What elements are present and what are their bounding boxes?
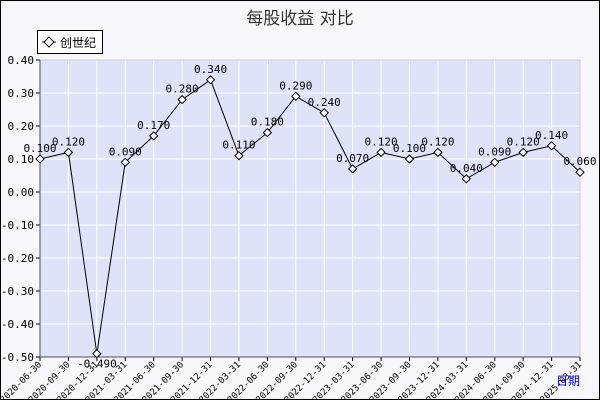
y-tick-label: 0.00 [8,186,35,199]
data-label: 0.120 [52,135,85,148]
data-label: 0.040 [450,162,483,175]
legend-marker-icon [42,36,56,48]
data-label: 0.090 [478,145,511,158]
data-label: 0.120 [364,135,397,148]
data-label: 0.110 [222,139,255,152]
data-point [347,164,358,174]
data-label: 0.340 [194,63,227,76]
data-label: 0.180 [251,116,284,129]
data-label: 0.140 [535,129,568,142]
data-label: 0.120 [421,135,454,148]
data-point [63,147,74,158]
data-point [461,174,472,184]
data-point [148,131,159,141]
data-point [92,348,102,359]
data-label: 0.060 [563,155,596,168]
plot-border [39,59,581,358]
data-point [490,157,500,168]
y-tick-label: -0.50 [1,351,34,364]
data-point [575,167,585,177]
data-point [546,141,557,151]
chart-legend: 创世纪 [37,30,104,54]
data-label: 0.240 [308,96,341,109]
data-label: 0.170 [137,119,170,132]
y-tick-label: -0.20 [1,252,34,265]
y-tick-label: 0.20 [8,120,35,133]
x-axis-title: 日期 [556,374,581,388]
plot-area [40,60,580,357]
data-label: 0.100 [393,142,426,155]
data-point [35,154,45,164]
data-label: 0.280 [166,83,199,96]
data-label: 0.070 [336,152,369,165]
data-point [404,154,415,164]
legend-series-label: 创世纪 [60,35,97,50]
data-point [262,127,273,138]
data-point [518,147,528,158]
data-point [433,147,443,158]
data-label: 0.100 [23,142,56,155]
data-point [319,108,329,118]
y-tick-label: -0.30 [1,285,34,298]
data-point [376,147,386,158]
y-tick-label: -0.40 [1,318,34,331]
y-tick-label: 0.40 [8,54,35,67]
data-point [177,94,187,105]
chart-title: 每股收益 对比 [246,9,354,29]
data-point [234,150,244,161]
y-tick-label: 0.30 [8,87,35,100]
data-label: 0.090 [109,145,142,158]
data-point [120,157,130,168]
data-label: 0.120 [507,135,540,148]
data-point [205,75,216,85]
y-tick-label: -0.10 [1,219,34,232]
data-label: 0.290 [279,79,312,92]
y-tick-label: 0.10 [8,153,35,166]
series-line [39,79,581,354]
data-label: -0.490 [77,358,117,371]
data-point [291,91,301,102]
